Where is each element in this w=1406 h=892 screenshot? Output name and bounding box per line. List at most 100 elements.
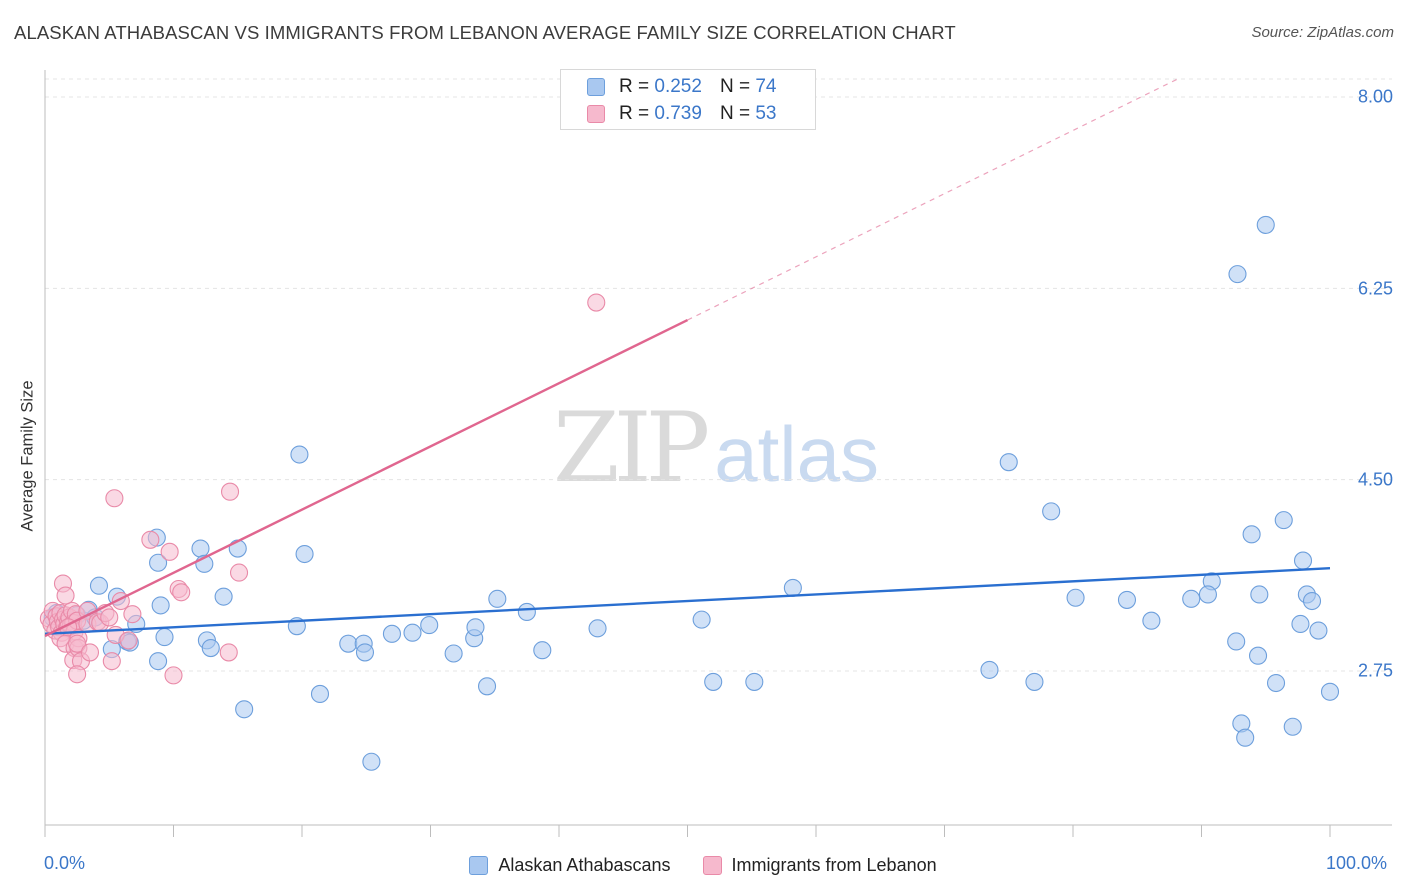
stats-row-athabascan: R = 0.252 N = 74 bbox=[587, 74, 776, 100]
data-point-athabascan bbox=[151, 596, 170, 615]
n-value: 74 bbox=[755, 76, 777, 97]
data-point-athabascan bbox=[362, 752, 381, 771]
n-value: 53 bbox=[755, 103, 777, 124]
data-point-athabascan bbox=[1302, 591, 1322, 611]
data-point-athabascan bbox=[444, 644, 463, 663]
data-point-lebanon bbox=[105, 489, 124, 508]
data-point-lebanon bbox=[100, 608, 119, 627]
data-point-athabascan bbox=[339, 634, 358, 653]
data-point-athabascan bbox=[1025, 672, 1044, 691]
legend-label: Immigrants from Lebanon bbox=[731, 854, 937, 875]
r-value: 0.252 bbox=[654, 76, 702, 97]
y-tick-label-6.25: 6.25 bbox=[1357, 278, 1393, 299]
data-point-athabascan bbox=[1250, 585, 1269, 604]
data-point-athabascan bbox=[155, 628, 174, 647]
data-point-athabascan bbox=[420, 616, 439, 635]
data-point-athabascan bbox=[488, 589, 507, 608]
chart-title: ALASKAN ATHABASCAN VS IMMIGRANTS FROM LE… bbox=[14, 22, 956, 43]
data-point-athabascan bbox=[704, 672, 723, 691]
pink-swatch bbox=[702, 855, 722, 875]
data-point-athabascan bbox=[355, 643, 375, 662]
trend-line-athabascan bbox=[44, 567, 1331, 636]
stats-legend: R = 0.252 N = 74 R = 0.739 N = 53 bbox=[560, 69, 816, 130]
data-point-athabascan bbox=[1236, 728, 1255, 747]
y-tick-label-8.00: 8.00 bbox=[1357, 86, 1393, 107]
data-point-athabascan bbox=[1242, 525, 1261, 544]
r-value: 0.739 bbox=[654, 103, 702, 124]
data-point-lebanon bbox=[164, 666, 183, 685]
trend-line-lebanon bbox=[44, 318, 689, 638]
series-legend: Alaskan Athabascans Immigrants from Leba… bbox=[0, 852, 1406, 878]
data-point-lebanon bbox=[229, 563, 249, 582]
data-point-athabascan bbox=[1228, 265, 1247, 284]
data-point-athabascan bbox=[1256, 215, 1275, 234]
data-point-athabascan bbox=[1198, 585, 1217, 604]
data-point-athabascan bbox=[783, 578, 802, 597]
pink-swatch bbox=[587, 105, 605, 123]
data-point-athabascan bbox=[149, 553, 168, 572]
n-label: N = bbox=[719, 103, 751, 124]
data-point-athabascan bbox=[1309, 621, 1328, 640]
data-point-athabascan bbox=[403, 623, 422, 642]
data-point-athabascan bbox=[466, 618, 485, 637]
y-tick-label-4.50: 4.50 bbox=[1357, 469, 1393, 490]
data-point-athabascan bbox=[235, 700, 254, 719]
data-point-athabascan bbox=[1066, 588, 1085, 607]
data-point-athabascan bbox=[1142, 611, 1161, 630]
legend-label: Alaskan Athabascans bbox=[498, 854, 671, 875]
data-point-athabascan bbox=[1182, 589, 1201, 608]
data-point-athabascan bbox=[692, 610, 711, 629]
data-point-athabascan bbox=[201, 638, 220, 658]
data-point-athabascan bbox=[1248, 646, 1268, 665]
data-point-athabascan bbox=[310, 684, 330, 704]
data-point-lebanon bbox=[123, 605, 142, 624]
data-point-athabascan bbox=[999, 453, 1018, 472]
data-point-athabascan bbox=[214, 587, 233, 606]
data-point-athabascan bbox=[1117, 590, 1137, 609]
data-point-lebanon bbox=[141, 530, 160, 549]
y-tick-label-2.75: 2.75 bbox=[1357, 660, 1393, 681]
data-point-athabascan bbox=[517, 602, 536, 622]
data-point-lebanon bbox=[219, 643, 238, 662]
r-label: R = bbox=[619, 103, 650, 124]
blue-swatch bbox=[469, 855, 489, 875]
data-point-athabascan bbox=[89, 576, 109, 595]
data-point-athabascan bbox=[1266, 673, 1286, 693]
stats-row-lebanon: R = 0.739 N = 53 bbox=[587, 101, 776, 127]
data-point-athabascan bbox=[295, 544, 314, 564]
data-point-lebanon bbox=[68, 634, 87, 653]
data-point-athabascan bbox=[1042, 502, 1061, 521]
data-point-lebanon bbox=[119, 631, 138, 650]
data-point-athabascan bbox=[1293, 551, 1313, 570]
data-point-lebanon bbox=[102, 652, 121, 671]
data-point-athabascan bbox=[1320, 682, 1340, 701]
data-point-athabascan bbox=[980, 660, 999, 679]
legend-item-lebanon[interactable]: Immigrants from Lebanon bbox=[702, 854, 937, 876]
data-point-athabascan bbox=[1274, 511, 1293, 530]
data-point-athabascan bbox=[477, 677, 497, 696]
data-point-athabascan bbox=[191, 539, 210, 558]
data-point-lebanon bbox=[172, 583, 191, 602]
data-point-athabascan bbox=[1291, 614, 1310, 634]
data-point-athabascan bbox=[149, 652, 168, 671]
legend-item-athabascan[interactable]: Alaskan Athabascans bbox=[469, 854, 671, 876]
data-point-athabascan bbox=[290, 445, 309, 464]
data-point-athabascan bbox=[228, 539, 247, 558]
x-tick-label-min: 0.0% bbox=[44, 853, 86, 873]
data-point-lebanon bbox=[160, 542, 179, 561]
data-point-athabascan bbox=[1227, 632, 1246, 651]
r-label: R = bbox=[619, 76, 650, 97]
x-tick-label-max: 100.0% bbox=[1326, 853, 1388, 873]
y-axis-label: Average Family Size bbox=[18, 380, 37, 532]
n-label: N = bbox=[719, 76, 751, 97]
data-point-athabascan bbox=[588, 619, 607, 638]
trend-extension-lebanon bbox=[687, 78, 1178, 321]
data-point-lebanon bbox=[56, 586, 75, 605]
data-point-athabascan bbox=[745, 672, 764, 691]
data-point-lebanon bbox=[68, 665, 87, 684]
data-point-lebanon bbox=[220, 482, 240, 501]
data-point-athabascan bbox=[382, 624, 402, 643]
data-point-athabascan bbox=[1283, 717, 1302, 736]
data-point-lebanon bbox=[80, 643, 100, 662]
